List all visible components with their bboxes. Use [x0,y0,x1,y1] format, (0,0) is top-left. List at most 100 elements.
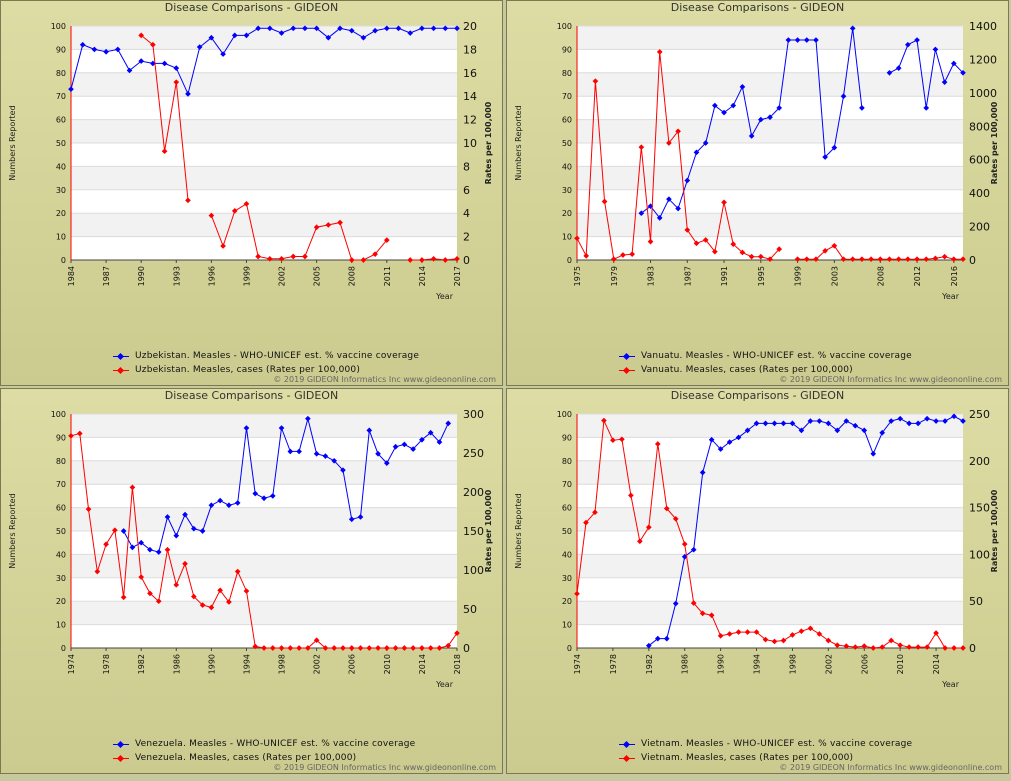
chart-legend: Vanuatu. Measles - WHO-UNICEF est. % vac… [619,349,912,377]
x-tick-label: 1990 [137,266,146,286]
cases-series-point [234,568,241,575]
y-tick-label-right: 250 [463,447,484,460]
grid-band [577,507,963,531]
y-tick-label-left: 80 [562,457,572,466]
cases-series-point [255,253,261,260]
coverage-series-point [287,448,294,455]
grid-band [71,119,457,143]
cases-series-point [305,645,311,651]
y-tick-label-left: 40 [562,550,572,559]
x-tick-label: 2008 [876,266,885,286]
coverage-series-point [771,420,778,427]
y-tick-label-right: 50 [969,595,983,608]
y-tick-label-left: 30 [56,186,66,195]
chart-svg: 0102030405060708090100020040060080010001… [514,20,999,301]
copyright-credit[interactable]: © 2019 GIDEON Informatics Inc www.gideon… [273,763,496,772]
coverage-series-point [199,528,206,534]
x-tick-label: 2003 [830,266,839,286]
x-tick-label: 2006 [348,654,357,674]
legend-item-cases[interactable]: Vanuatu. Measles, cases (Rates per 100,0… [619,363,912,377]
cases-series-point [252,643,259,650]
coverage-series-point [442,25,449,32]
cases-series-point [822,247,828,254]
cases-series-point [771,638,778,645]
cases-series-point [302,253,308,260]
legend-item-coverage[interactable]: Vietnam. Measles - WHO-UNICEF est. % vac… [619,737,912,751]
coverage-series-point [454,25,460,32]
coverage-series-point [888,418,895,424]
chart-legend: Vietnam. Measles - WHO-UNICEF est. % vac… [619,737,912,765]
cases-series-point [313,224,320,231]
cases-series-point [217,587,223,594]
coverage-series-point [666,196,672,202]
cases-series-point [147,590,153,597]
chart-panel-uzbekistan: Disease Comparisons - GIDEON 0 10 20 30 40 50… [0,0,503,386]
cases-series-point [407,257,414,263]
x-tick-label: 1996 [207,266,216,286]
copyright-credit[interactable]: © 2019 GIDEON Informatics Inc www.gideon… [779,763,1002,772]
x-tick-label: 1974 [67,654,76,674]
legend-item-cases[interactable]: Uzbekistan. Measles, cases (Rates per 10… [113,363,419,377]
cases-series-point [383,645,390,651]
y-tick-label-left: 40 [562,162,572,171]
x-tick-label: 2005 [313,266,322,286]
y-axis-title-left: Numbers Reported [514,493,523,568]
coverage-series-point [906,420,912,427]
coverage-series-point [762,420,769,427]
chart-panel-vietnam: Disease Comparisons - GIDEON 0 10 20 30 40 50… [506,388,1009,774]
y-axis-title-right: Rates per 100,000 [990,489,999,572]
cases-series-point [287,645,294,651]
cases-series-point [410,645,416,651]
cases-series-point [366,645,373,651]
legend-item-coverage[interactable]: Vanuatu. Measles - WHO-UNICEF est. % vac… [619,349,912,363]
y-tick-label-left: 90 [56,433,66,442]
y-tick-label-left: 100 [557,22,572,31]
cases-series-point [905,256,911,262]
cases-series-point [803,256,810,262]
cases-series-point [185,197,191,204]
y-tick-label-left: 80 [56,457,66,466]
legend-item-coverage[interactable]: Uzbekistan. Measles - WHO-UNICEF est. % … [113,349,419,363]
cases-series-point [161,148,168,155]
y-tick-label-left: 40 [56,162,66,171]
coverage-series-point [147,546,153,553]
coverage-series-point [859,105,865,111]
x-tick-label: 2017 [453,266,462,286]
y-tick-label-right: 300 [463,408,484,421]
y-tick-label-right: 10 [463,137,477,150]
legend-item-coverage[interactable]: Venezuela. Measles - WHO-UNICEF est. % v… [113,737,415,751]
y-tick-label-right: 150 [463,525,484,538]
cases-series-point [337,219,343,226]
legend-item-cases[interactable]: Venezuela. Measles, cases (Rates per 100… [113,751,415,765]
y-tick-label-left: 10 [56,233,66,242]
y-tick-label-right: 18 [463,43,477,56]
cases-series-point [436,645,443,651]
cases-series-point [852,644,859,650]
grid-band [577,26,963,50]
cases-series-point [357,645,364,651]
cases-series-point [574,590,580,597]
copyright-credit[interactable]: © 2019 GIDEON Informatics Inc www.gideon… [273,375,496,384]
y-tick-label-right: 20 [463,20,477,33]
cases-series-point [583,519,589,526]
coverage-series-point [68,86,74,93]
x-tick-label: 1974 [573,654,582,674]
coverage-series-point [445,420,452,427]
y-tick-label-right: 600 [969,154,990,167]
copyright-credit[interactable]: © 2019 GIDEON Informatics Inc www.gideon… [779,375,1002,384]
y-tick-label-right: 2 [463,231,470,244]
cases-series-point [94,568,101,575]
legend-label-cases: Uzbekistan. Measles, cases (Rates per 10… [135,365,361,375]
chart-legend: Venezuela. Measles - WHO-UNICEF est. % v… [113,737,415,765]
y-tick-label-right: 250 [969,408,990,421]
cases-series-point [932,255,939,262]
x-tick-label: 1999 [794,266,803,286]
grid-band [71,554,457,578]
coverage-series-point [267,25,273,32]
coverage-series-point [951,413,957,420]
y-tick-label-right: 100 [463,564,484,577]
legend-item-cases[interactable]: Vietnam. Measles, cases (Rates per 100,0… [619,751,912,765]
cases-series-point [112,527,118,534]
y-tick-label-right: 400 [969,187,990,200]
cases-series-point [895,256,902,262]
